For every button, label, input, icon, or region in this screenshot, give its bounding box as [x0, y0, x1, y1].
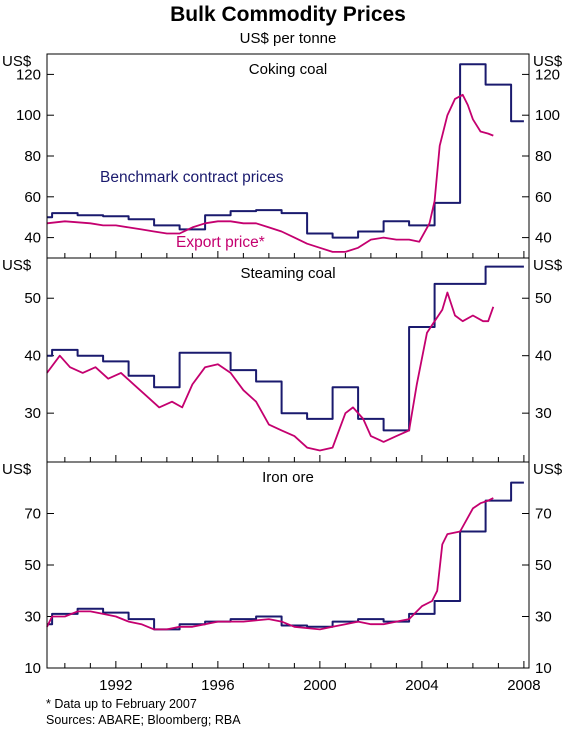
y-tick-label-right: 60 [535, 189, 552, 206]
y-tick-label-left: 50 [24, 290, 41, 307]
chart-subtitle: US$ per tonne [239, 30, 337, 47]
export-line-panel-1 [46, 93, 494, 253]
y-tick-label-left: 40 [24, 348, 41, 365]
y-tick-label-left: 30 [24, 609, 41, 626]
chart-title: Bulk Commodity Prices [170, 3, 406, 26]
y-tick-label-right: 40 [535, 348, 552, 365]
y-tick-label-left: 50 [24, 557, 41, 574]
y-tick-label-right: 120 [535, 66, 560, 83]
x-tick-label: 2000 [303, 677, 336, 694]
panel-title: Steaming coal [240, 265, 335, 282]
y-unit-label-right: US$ [533, 461, 563, 478]
y-tick-label-right: 80 [535, 148, 552, 165]
x-tick-label: 2004 [405, 677, 438, 694]
panel-2: 30 30 40 40 50 50 US$ US$ Steaming coal [2, 257, 563, 463]
panel-title: Coking coal [249, 61, 327, 78]
y-unit-label-left: US$ [2, 53, 32, 70]
y-tick-label-right: 40 [535, 230, 552, 247]
y-tick-label-right: 100 [535, 107, 560, 124]
x-tick-label: 1992 [99, 677, 132, 694]
y-unit-label-left: US$ [2, 461, 32, 478]
y-unit-label-right: US$ [533, 257, 563, 274]
panel-border [46, 53, 530, 259]
y-tick-label-left: 100 [16, 107, 41, 124]
y-tick-label-right: 50 [535, 290, 552, 307]
x-tick-label: 1996 [201, 677, 234, 694]
y-tick-label-left: 60 [24, 189, 41, 206]
y-tick-label-right: 50 [535, 557, 552, 574]
export-line-panel-3 [46, 497, 494, 631]
y-tick-label-left: 10 [24, 660, 41, 677]
y-tick-label-left: 120 [16, 66, 41, 83]
y-tick-label-left: 80 [24, 148, 41, 165]
benchmark-annotation: Benchmark contract prices [100, 169, 284, 186]
y-tick-label-left: 70 [24, 506, 41, 523]
panel-border [46, 257, 530, 463]
y-tick-label-right: 70 [535, 506, 552, 523]
y-unit-label-right: US$ [533, 53, 563, 70]
x-tick-label: 2008 [507, 677, 540, 694]
panel-border [46, 461, 530, 669]
benchmark-line-panel-3 [47, 481, 524, 631]
export-annotation: Export price* [176, 234, 265, 251]
sources-note: Sources: ABARE; Bloomberg; RBA [46, 713, 241, 727]
footnote: * Data up to February 2007 [46, 697, 197, 711]
y-tick-label-right: 30 [535, 609, 552, 626]
panel-title: Iron ore [262, 469, 314, 486]
y-unit-label-left: US$ [2, 257, 32, 274]
export-line-panel-2 [46, 291, 495, 452]
y-tick-label-left: 30 [24, 405, 41, 422]
panel-3: 10 10 30 30 50 50 70 70 US$ US$ Iron ore [2, 461, 563, 677]
y-tick-label-left: 40 [24, 230, 41, 247]
y-tick-label-right: 10 [535, 660, 552, 677]
y-tick-label-right: 30 [535, 405, 552, 422]
benchmark-line-panel-1 [47, 63, 524, 239]
benchmark-line-panel-2 [47, 265, 524, 432]
